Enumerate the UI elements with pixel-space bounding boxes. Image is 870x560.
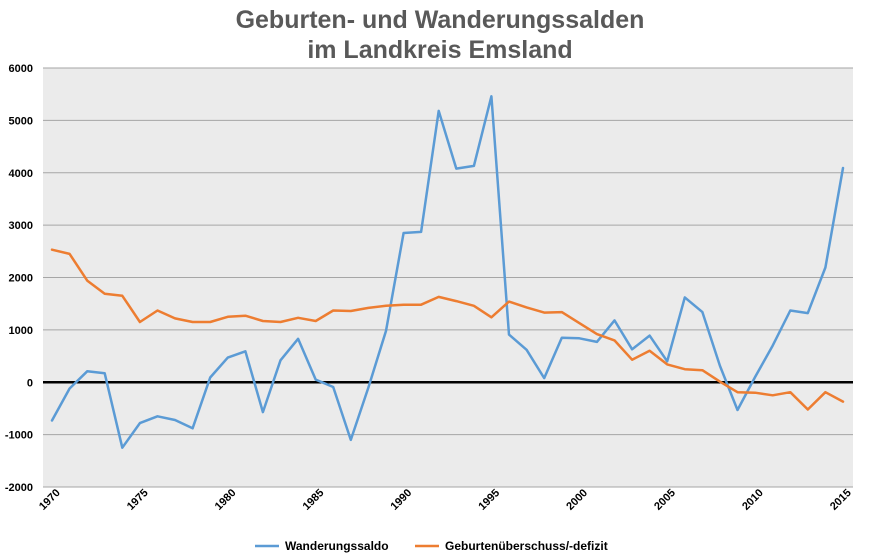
x-tick-label: 1975 [125, 487, 151, 513]
x-tick-label: 2000 [564, 487, 590, 513]
x-tick-label: 1970 [37, 487, 63, 513]
legend-label-1: Geburtenüberschuss/-defizit [445, 539, 608, 553]
y-tick-label: -2000 [5, 482, 33, 494]
y-tick-label: 3000 [9, 220, 33, 232]
legend: Wanderungssaldo Geburtenüberschuss/-defiz… [255, 539, 608, 553]
chart-title-line-1: Geburten- und Wanderungssalden [236, 6, 645, 34]
series-lines [50, 95, 845, 449]
series-line-1 [50, 248, 845, 411]
y-axis-tick-labels: 6000 5000 4000 3000 2000 1000 0 -1000 -2000 [5, 63, 33, 494]
legend-label-0: Wanderungssaldo [285, 539, 389, 553]
x-tick-label: 1990 [389, 487, 415, 513]
y-tick-label: 0 [27, 377, 33, 389]
chart-title-line-2: im Landkreis Emsland [307, 36, 572, 64]
x-tick-label: 1980 [213, 487, 239, 513]
x-tick-label: 2010 [740, 487, 766, 513]
series-line-0 [50, 95, 845, 449]
x-tick-label: 2005 [652, 487, 678, 513]
x-tick-label: 1985 [301, 487, 327, 513]
y-tick-label: -1000 [5, 430, 33, 442]
x-axis-tick-labels: 1970 1975 1980 1985 1990 1995 2000 2005 2010 2015 [37, 487, 854, 513]
y-tick-label: 4000 [9, 168, 33, 180]
gridlines [43, 67, 853, 488]
y-tick-label: 5000 [9, 115, 33, 127]
x-tick-label: 1995 [476, 487, 502, 513]
y-tick-label: 6000 [9, 63, 33, 75]
x-tick-label: 2015 [828, 487, 854, 513]
y-tick-label: 2000 [9, 273, 33, 285]
y-tick-label: 1000 [9, 325, 33, 337]
